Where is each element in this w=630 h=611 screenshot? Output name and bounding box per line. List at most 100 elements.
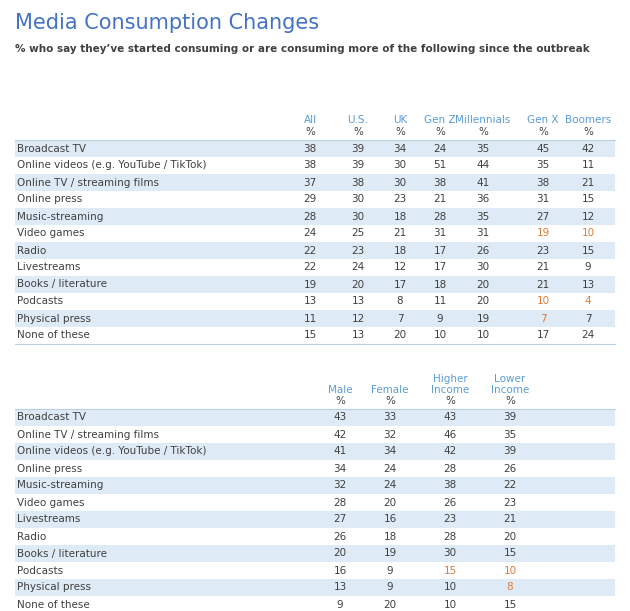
- Text: 24: 24: [384, 480, 397, 491]
- Text: 18: 18: [393, 246, 406, 255]
- Text: 17: 17: [433, 263, 447, 273]
- Bar: [15, 140, 615, 157]
- Text: 39: 39: [503, 447, 517, 456]
- Text: 24: 24: [433, 144, 447, 153]
- Text: 32: 32: [384, 430, 397, 439]
- Text: 7: 7: [585, 313, 592, 323]
- Text: Physical press: Physical press: [17, 313, 91, 323]
- Text: None of these: None of these: [17, 331, 89, 340]
- Text: Lower: Lower: [495, 374, 525, 384]
- Text: Radio: Radio: [17, 532, 46, 541]
- Text: Higher: Higher: [433, 374, 467, 384]
- Text: 23: 23: [536, 246, 549, 255]
- Text: 23: 23: [393, 194, 406, 205]
- Text: 12: 12: [581, 211, 595, 222]
- Text: 20: 20: [384, 497, 396, 508]
- Text: 9: 9: [336, 599, 343, 610]
- Text: 34: 34: [333, 464, 347, 474]
- Text: 17: 17: [536, 331, 549, 340]
- Text: 21: 21: [433, 194, 447, 205]
- Text: 20: 20: [352, 279, 365, 290]
- Text: 19: 19: [536, 229, 549, 238]
- Bar: [15, 310, 615, 327]
- Text: %: %: [385, 396, 395, 406]
- Text: 27: 27: [536, 211, 549, 222]
- Text: 24: 24: [384, 464, 397, 474]
- Text: Books / literature: Books / literature: [17, 549, 107, 558]
- Text: Radio: Radio: [17, 246, 46, 255]
- Text: 15: 15: [581, 194, 595, 205]
- Text: 24: 24: [352, 263, 365, 273]
- Text: 44: 44: [476, 161, 490, 170]
- Text: 15: 15: [503, 599, 517, 610]
- Text: 10: 10: [476, 331, 490, 340]
- Text: 30: 30: [394, 178, 406, 188]
- Text: 20: 20: [476, 296, 490, 307]
- Text: 38: 38: [433, 178, 447, 188]
- Text: %: %: [505, 396, 515, 406]
- Text: UK: UK: [393, 115, 407, 125]
- Text: 51: 51: [433, 161, 447, 170]
- Text: U.S.: U.S.: [348, 115, 369, 125]
- Text: 11: 11: [304, 313, 317, 323]
- Text: 15: 15: [444, 566, 457, 576]
- Text: 20: 20: [333, 549, 347, 558]
- Text: 19: 19: [476, 313, 490, 323]
- Text: 23: 23: [444, 514, 457, 524]
- Text: 34: 34: [384, 447, 397, 456]
- Text: Podcasts: Podcasts: [17, 566, 63, 576]
- Text: 16: 16: [333, 566, 347, 576]
- Text: 10: 10: [581, 229, 595, 238]
- Bar: [15, 174, 615, 191]
- Text: 25: 25: [352, 229, 365, 238]
- Bar: [15, 327, 615, 344]
- Text: 10: 10: [433, 331, 447, 340]
- Text: All: All: [304, 115, 316, 125]
- Text: 28: 28: [304, 211, 317, 222]
- Text: 32: 32: [333, 480, 347, 491]
- Text: Income: Income: [491, 385, 529, 395]
- Text: Millennials: Millennials: [455, 115, 511, 125]
- Text: 13: 13: [581, 279, 595, 290]
- Text: Online videos (e.g. YouTube / TikTok): Online videos (e.g. YouTube / TikTok): [17, 161, 207, 170]
- Text: 15: 15: [304, 331, 317, 340]
- Text: Online TV / streaming films: Online TV / streaming films: [17, 430, 159, 439]
- Bar: [15, 225, 615, 242]
- Text: Podcasts: Podcasts: [17, 296, 63, 307]
- Text: 38: 38: [352, 178, 365, 188]
- Text: 36: 36: [476, 194, 490, 205]
- Text: None of these: None of these: [17, 599, 89, 610]
- Bar: [15, 545, 615, 562]
- Text: Gen Z: Gen Z: [424, 115, 455, 125]
- Text: 11: 11: [581, 161, 595, 170]
- Text: 15: 15: [503, 549, 517, 558]
- Text: 21: 21: [393, 229, 406, 238]
- Text: Online press: Online press: [17, 194, 83, 205]
- Text: 7: 7: [397, 313, 403, 323]
- Bar: [15, 293, 615, 310]
- Text: 17: 17: [393, 279, 406, 290]
- Text: 12: 12: [393, 263, 406, 273]
- Text: Online press: Online press: [17, 464, 83, 474]
- Bar: [15, 494, 615, 511]
- Text: 27: 27: [333, 514, 347, 524]
- Text: 13: 13: [352, 331, 365, 340]
- Text: 24: 24: [581, 331, 595, 340]
- Text: 28: 28: [444, 464, 457, 474]
- Text: 18: 18: [393, 211, 406, 222]
- Text: %: %: [583, 127, 593, 137]
- Bar: [15, 208, 615, 225]
- Text: 9: 9: [585, 263, 592, 273]
- Bar: [15, 562, 615, 579]
- Text: 38: 38: [536, 178, 549, 188]
- Text: Online videos (e.g. YouTube / TikTok): Online videos (e.g. YouTube / TikTok): [17, 447, 207, 456]
- Text: 17: 17: [433, 246, 447, 255]
- Bar: [15, 511, 615, 528]
- Text: 22: 22: [304, 246, 317, 255]
- Text: 23: 23: [352, 246, 365, 255]
- Text: 42: 42: [581, 144, 595, 153]
- Text: % who say they’ve started consuming or are consuming more of the following since: % who say they’ve started consuming or a…: [15, 44, 590, 54]
- Text: 30: 30: [352, 211, 365, 222]
- Text: 26: 26: [476, 246, 490, 255]
- Bar: [15, 596, 615, 611]
